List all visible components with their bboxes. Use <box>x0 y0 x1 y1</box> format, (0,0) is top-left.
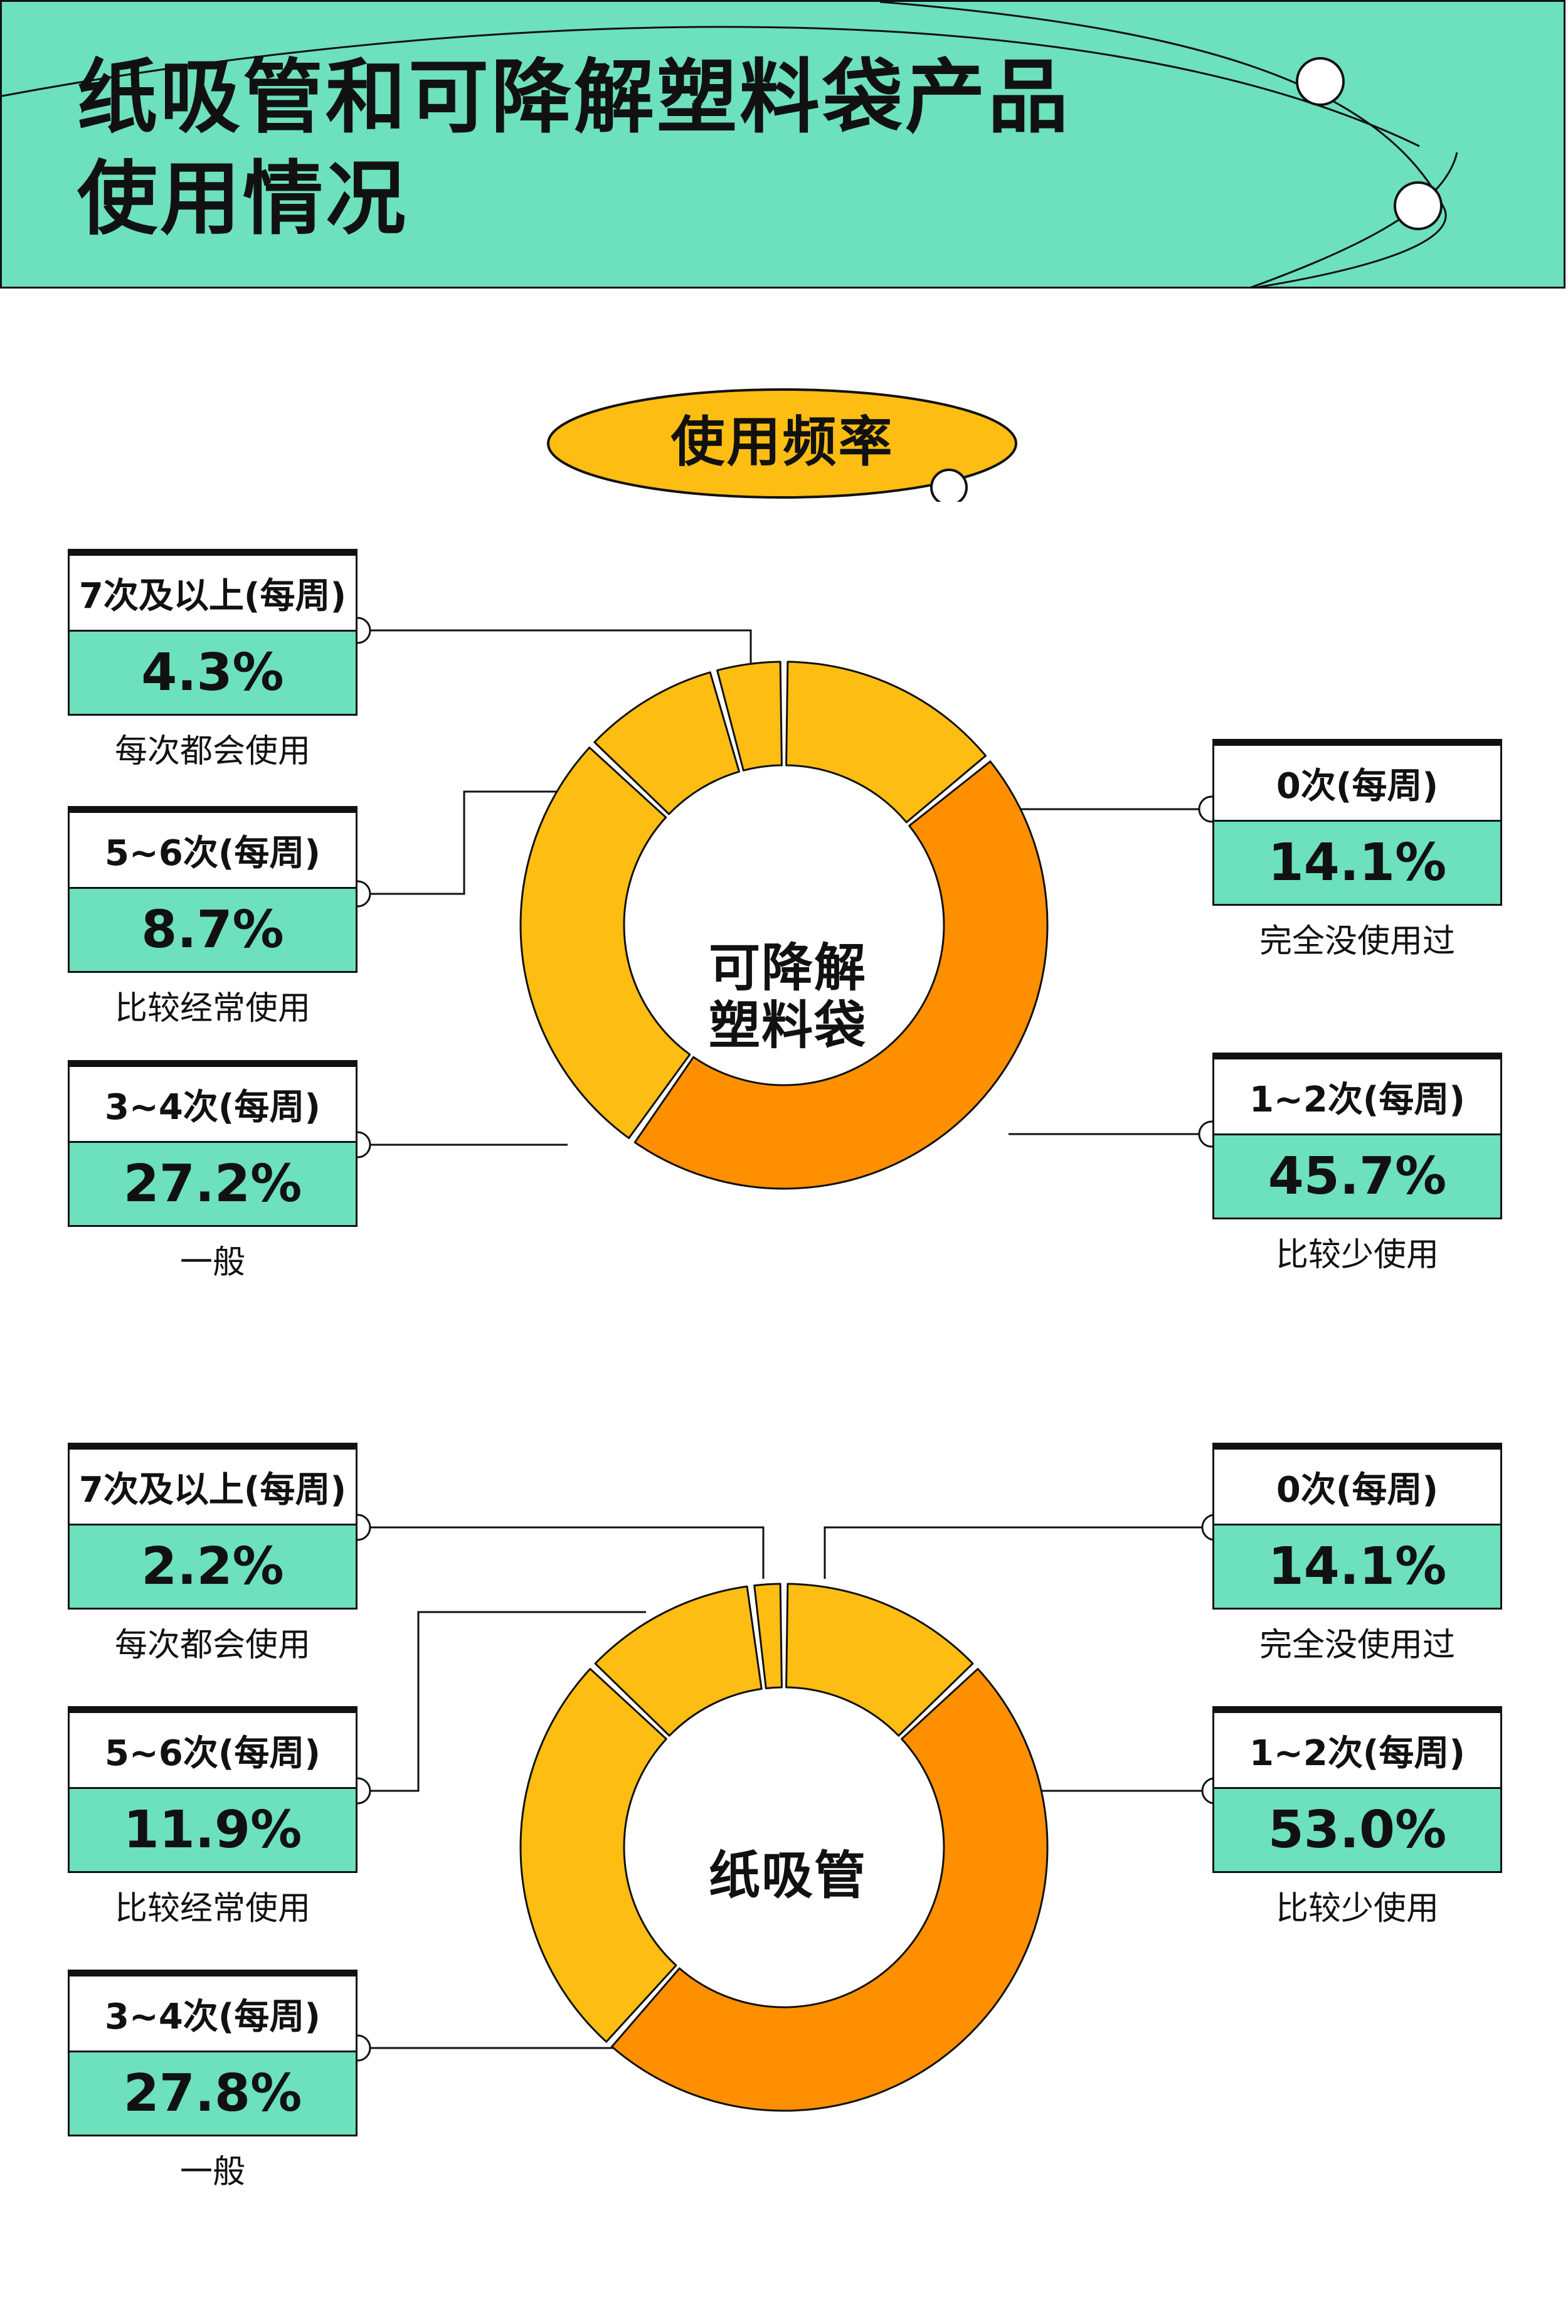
page-title: 纸吸管和可降解塑料袋产品 使用情况 <box>77 47 1143 250</box>
chart-biodegradable-bag: 可降解塑料袋 0次(每周) 14.1% 完全没使用过 1~2次(每周) 45.7… <box>0 539 1568 1430</box>
card-category: 7次及以上(每周) <box>68 549 358 632</box>
card-3: 5~6次(每周) 11.9% 比较经常使用 <box>68 1706 358 1929</box>
card-value: 27.8% <box>68 2052 358 2136</box>
card-value: 8.7% <box>68 889 358 973</box>
card-category: 1~2次(每周) <box>1212 1053 1502 1135</box>
section-label: 使用频率 <box>670 411 894 474</box>
card-value: 11.9% <box>68 1789 358 1873</box>
card-value: 53.0% <box>1212 1789 1502 1873</box>
donut-slice-2 <box>519 1668 677 2043</box>
donut-slice-0 <box>785 1583 974 1737</box>
card-2: 3~4次(每周) 27.2% 一般 <box>68 1060 358 1283</box>
card-description: 一般 <box>179 1244 245 1281</box>
donut-slice-1 <box>633 760 1049 1190</box>
card-category: 0次(每周) <box>1212 1443 1502 1525</box>
donut-slice-0 <box>785 661 987 824</box>
card-4: 7次及以上(每周) 2.2% 每次都会使用 <box>68 1443 358 1665</box>
header-decoration <box>2 2 1458 287</box>
card-1: 1~2次(每周) 53.0% 比较少使用 <box>1212 1706 1502 1929</box>
donut-slice-4 <box>716 661 783 772</box>
card-value: 27.2% <box>68 1143 358 1227</box>
connector-line-3 <box>358 1611 646 1792</box>
header-banner: 纸吸管和可降解塑料袋产品 使用情况 <box>0 0 1565 289</box>
card-description: 每次都会使用 <box>114 1626 310 1664</box>
card-0: 0次(每周) 14.1% 完全没使用过 <box>1212 1443 1502 1665</box>
donut-chart <box>344 1514 1229 2112</box>
card-value: 14.1% <box>1212 822 1502 906</box>
connector-line-3 <box>358 790 627 895</box>
donut-chart <box>344 617 1226 1190</box>
page-title-line-1: 纸吸管和可降解塑料袋产品 <box>77 51 1071 144</box>
card-description: 每次都会使用 <box>114 733 310 770</box>
card-1: 1~2次(每周) 45.7% 比较少使用 <box>1212 1053 1502 1275</box>
card-0: 0次(每周) 14.1% 完全没使用过 <box>1212 739 1502 962</box>
card-description: 比较经常使用 <box>114 1890 310 1928</box>
card-description: 比较少使用 <box>1275 1890 1439 1928</box>
card-category: 7次及以上(每周) <box>68 1443 358 1525</box>
section-badge <box>547 388 1017 502</box>
header-dot-2 <box>1394 181 1443 230</box>
donut-slice-3 <box>593 671 741 815</box>
card-description: 完全没使用过 <box>1259 1626 1455 1664</box>
header-dot-1 <box>1296 57 1345 106</box>
donut-center-label: 可降解塑料袋 <box>708 938 867 1056</box>
card-value: 14.1% <box>1212 1525 1502 1610</box>
card-category: 3~4次(每周) <box>68 1060 358 1143</box>
card-2: 3~4次(每周) 27.8% 一般 <box>68 1970 358 2192</box>
card-value: 45.7% <box>1212 1135 1502 1219</box>
card-value: 4.3% <box>68 632 358 716</box>
connector-line-0 <box>824 1526 1215 1579</box>
donut-slice-1 <box>610 1668 1049 2112</box>
card-category: 1~2次(每周) <box>1212 1706 1502 1789</box>
donut-slice-3 <box>594 1585 763 1737</box>
card-value: 2.2% <box>68 1525 358 1610</box>
chart-paper-straw: 纸吸管 0次(每周) 14.1% 完全没使用过 1~2次(每周) 53.0% 比… <box>0 1433 1568 2324</box>
card-category: 5~6次(每周) <box>68 1706 358 1789</box>
card-description: 一般 <box>179 2153 245 2191</box>
card-description: 比较少使用 <box>1275 1236 1439 1274</box>
card-description: 比较经常使用 <box>114 990 310 1027</box>
page-title-line-2: 使用情况 <box>77 152 409 246</box>
card-3: 5~6次(每周) 8.7% 比较经常使用 <box>68 806 358 1029</box>
connector-line-4 <box>358 1526 765 1579</box>
card-category: 0次(每周) <box>1212 739 1502 822</box>
card-description: 完全没使用过 <box>1259 923 1455 960</box>
card-4: 7次及以上(每周) 4.3% 每次都会使用 <box>68 549 358 772</box>
donut-slice-2 <box>519 746 691 1139</box>
donut-slice-4 <box>753 1583 783 1690</box>
card-category: 3~4次(每周) <box>68 1970 358 2052</box>
donut-center-label: 纸吸管 <box>708 1846 867 1906</box>
card-category: 5~6次(每周) <box>68 806 358 889</box>
